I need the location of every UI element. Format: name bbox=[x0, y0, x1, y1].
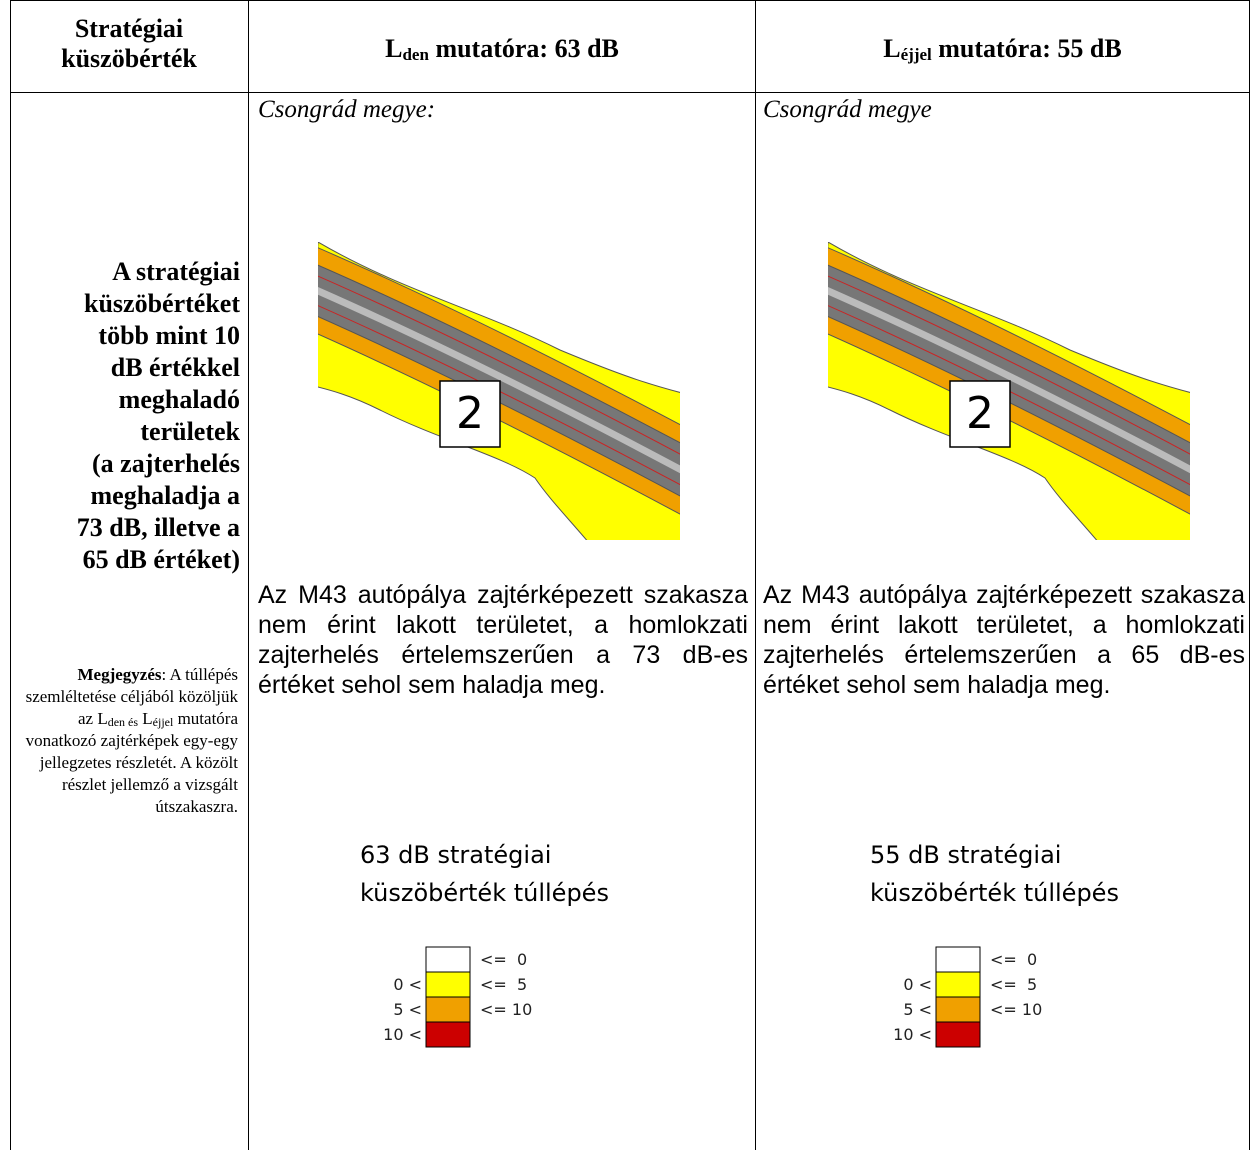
legend-title: küszöbérték túllépés bbox=[360, 879, 609, 907]
border bbox=[10, 92, 1250, 93]
text: L bbox=[385, 34, 403, 63]
header-cell: Lden mutatóra: 63 dB bbox=[249, 34, 755, 64]
text: mutatóra vonatkozó zajtérképek egy-egy j… bbox=[25, 709, 238, 816]
legend-label: <= 5 bbox=[990, 975, 1037, 994]
legend-swatch bbox=[935, 971, 981, 998]
legend-label: <= 0 bbox=[990, 950, 1037, 969]
text-line: dB értékkel bbox=[110, 353, 240, 382]
region: Csongrád megye: bbox=[258, 96, 436, 123]
text: éjjel bbox=[900, 45, 932, 64]
legend-title: küszöbérték túllépés bbox=[870, 879, 1119, 907]
text-line: 73 dB, illetve a bbox=[76, 513, 240, 542]
legend-swatch bbox=[935, 996, 981, 1023]
text: mutatóra: 55 dB bbox=[938, 34, 1122, 63]
text: : A túllépés szemléltetése céljából közö… bbox=[25, 665, 238, 728]
legend-label: <= 5 bbox=[480, 975, 527, 994]
text-line: területek bbox=[140, 417, 240, 446]
legend-swatch bbox=[425, 996, 471, 1023]
text: L bbox=[97, 709, 108, 728]
border bbox=[10, 0, 1250, 1]
header-cell: Stratégiai küszöbérték bbox=[61, 14, 197, 73]
legend-label: <= 0 bbox=[480, 950, 527, 969]
border bbox=[10, 0, 11, 1150]
legend-swatch bbox=[425, 1021, 471, 1048]
text: den bbox=[402, 45, 429, 64]
legend-label: <= 10 bbox=[990, 1000, 1042, 1019]
legend-swatch bbox=[425, 946, 471, 973]
legend-label: 5 < bbox=[903, 1000, 932, 1019]
legend-title: 63 dB stratégiai bbox=[360, 841, 551, 869]
legend-label: 10 < bbox=[893, 1025, 932, 1044]
text-line: 65 dB értéket) bbox=[82, 545, 240, 574]
map bbox=[318, 242, 680, 540]
text-line: (a zajterhelés bbox=[92, 449, 240, 478]
map-road bbox=[318, 287, 680, 474]
note: Megjegyzés: A túllépés szemléltetése cél… bbox=[14, 664, 238, 818]
map-road bbox=[828, 287, 1190, 474]
legend-label: 10 < bbox=[383, 1025, 422, 1044]
paragraph: Az M43 autópálya zajtérképezett szakasza… bbox=[258, 581, 748, 699]
text-line: küszöbértéket bbox=[84, 289, 240, 318]
header-cell: Léjjel mutatóra: 55 dB bbox=[756, 34, 1249, 64]
text: den és bbox=[107, 715, 139, 729]
border bbox=[755, 0, 756, 1150]
region: Csongrád megye bbox=[763, 96, 932, 123]
legend-swatch bbox=[935, 1021, 981, 1048]
text: mutatóra: 63 dB bbox=[435, 34, 619, 63]
map-label: 2 bbox=[456, 388, 484, 439]
legend-title: 55 dB stratégiai bbox=[870, 841, 1061, 869]
legend-label: <= 10 bbox=[480, 1000, 532, 1019]
text-line: A stratégiai bbox=[112, 257, 240, 286]
legend-label: 5 < bbox=[393, 1000, 422, 1019]
legend-label: 0 < bbox=[903, 975, 932, 994]
text-line: több mint 10 bbox=[98, 321, 240, 350]
map-label-box bbox=[949, 380, 1011, 448]
paragraph: Az M43 autópálya zajtérképezett szakasza… bbox=[763, 581, 1245, 699]
text-line: meghaladja a bbox=[90, 481, 241, 510]
text-line: meghaladó bbox=[118, 385, 240, 414]
legend-swatch bbox=[425, 971, 471, 998]
description: A stratégiai küszöbértéket több mint 10 dB … bbox=[12, 256, 240, 576]
map-label: 2 bbox=[966, 388, 994, 439]
legend-label: 0 < bbox=[393, 975, 422, 994]
text: éjjel bbox=[152, 715, 174, 729]
text: L bbox=[883, 34, 901, 63]
border bbox=[248, 0, 249, 1150]
text: Megjegyzés bbox=[77, 665, 162, 684]
text: L bbox=[142, 709, 153, 728]
map-label-box bbox=[439, 380, 501, 448]
legend-swatch bbox=[935, 946, 981, 973]
